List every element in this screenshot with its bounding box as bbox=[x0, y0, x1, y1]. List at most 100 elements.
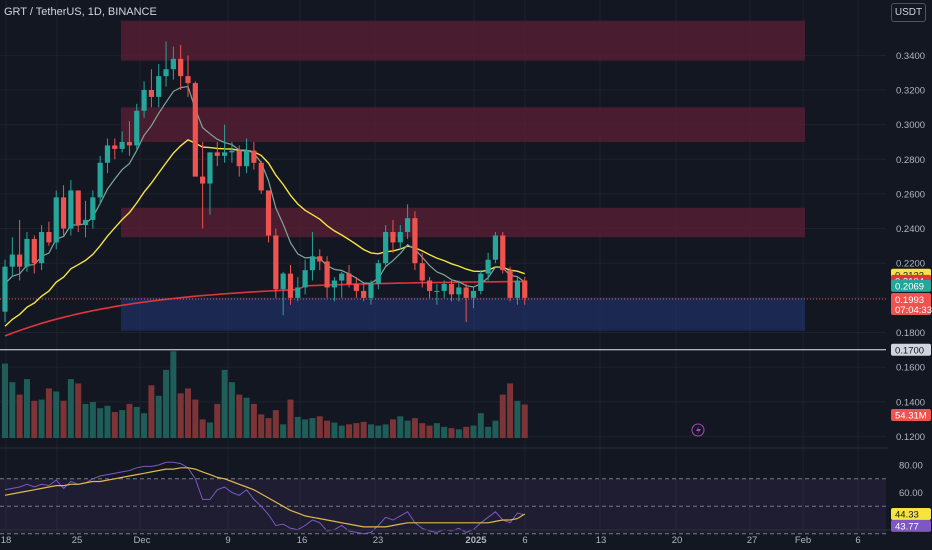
volume-bar bbox=[82, 403, 89, 438]
time-tick-label: 25 bbox=[72, 535, 83, 546]
volume-bar bbox=[126, 403, 133, 438]
candle-body bbox=[361, 290, 367, 298]
candle-body bbox=[126, 141, 133, 146]
volume-bar bbox=[141, 413, 148, 438]
volume-bar bbox=[411, 418, 418, 438]
candle-body bbox=[448, 283, 455, 295]
candle-body bbox=[419, 263, 425, 281]
time-tick-label: Dec bbox=[134, 535, 151, 546]
ema-slow-line bbox=[4, 280, 525, 337]
candle-body bbox=[251, 150, 257, 163]
volume-bar bbox=[177, 393, 184, 438]
candle-body bbox=[375, 263, 381, 284]
volume-bar bbox=[477, 413, 484, 438]
candle-body bbox=[295, 287, 301, 298]
candle-body bbox=[134, 110, 140, 146]
volume-bar bbox=[397, 416, 404, 438]
candle-body bbox=[24, 238, 30, 267]
candle-body bbox=[60, 197, 67, 229]
volume-bar bbox=[89, 402, 96, 438]
volume-bar bbox=[9, 382, 16, 438]
volume-bar bbox=[368, 424, 374, 438]
price-tick-label: 0.2800 bbox=[896, 155, 925, 166]
volume-bar bbox=[272, 410, 279, 438]
hline-badge-bg bbox=[891, 343, 931, 356]
time-tick-label: 6 bbox=[522, 535, 527, 546]
volume-bar bbox=[111, 411, 118, 438]
candle-body bbox=[229, 150, 235, 153]
volume-bar bbox=[309, 418, 316, 438]
candle-body bbox=[324, 261, 330, 288]
candle-body bbox=[470, 290, 477, 298]
volume-bar bbox=[206, 422, 213, 438]
volume-bar bbox=[104, 405, 111, 438]
price-tick-label: 0.1200 bbox=[896, 432, 925, 443]
candle-body bbox=[53, 197, 59, 243]
candle-body bbox=[317, 256, 323, 262]
rsi-badge-bg bbox=[891, 519, 931, 532]
ema-mid-line bbox=[4, 138, 525, 327]
candle-body bbox=[46, 232, 52, 243]
overlay-lines bbox=[0, 298, 932, 449]
candle-body bbox=[456, 287, 462, 295]
candle-body bbox=[214, 152, 220, 156]
candle-body bbox=[339, 273, 345, 281]
rsi-tick-label: 60.00 bbox=[899, 488, 923, 499]
volume-bar bbox=[463, 426, 470, 438]
lightning-icon-glyph bbox=[696, 426, 701, 435]
volume-bar bbox=[382, 424, 389, 438]
candle-body bbox=[9, 254, 15, 267]
candle-body bbox=[119, 141, 125, 149]
volume-bar bbox=[448, 428, 455, 438]
candle-body bbox=[331, 280, 337, 288]
price-tick-label: 0.2600 bbox=[896, 189, 925, 200]
rsi-ma-badge-bg bbox=[891, 508, 931, 521]
time-tick-label: 6 bbox=[855, 535, 860, 546]
hline-badge: 0.1700 bbox=[895, 345, 924, 356]
candle-body bbox=[265, 190, 272, 236]
rsi-tick-label: 80.00 bbox=[899, 461, 923, 472]
candles-layer bbox=[2, 41, 528, 323]
symbol-title[interactable]: GRT / TetherUS, 1D, BINANCE bbox=[4, 6, 157, 18]
candle-body bbox=[236, 150, 242, 167]
volume-bar bbox=[221, 369, 228, 438]
candle-body bbox=[163, 69, 169, 77]
volume-bar bbox=[60, 400, 67, 438]
zone-rect bbox=[121, 207, 805, 238]
zone-rect bbox=[121, 107, 805, 142]
candle-body bbox=[368, 283, 374, 298]
volume-bar bbox=[75, 383, 82, 438]
volume-bar bbox=[148, 385, 155, 438]
countdown-badge: 07:04:33 bbox=[895, 305, 932, 316]
time-tick-label: 27 bbox=[747, 535, 758, 546]
volume-bar bbox=[45, 388, 52, 438]
candle-body bbox=[90, 197, 96, 220]
volume-bar bbox=[316, 416, 323, 438]
zone-rect bbox=[121, 297, 805, 331]
volume-bar bbox=[199, 419, 206, 438]
volume-bar bbox=[499, 394, 506, 438]
last-price-badge: 0.1993 bbox=[895, 295, 924, 306]
candle-body bbox=[500, 235, 506, 271]
candle-body bbox=[309, 256, 316, 271]
volume-bar bbox=[192, 399, 199, 438]
currency-button[interactable]: USDT bbox=[891, 3, 926, 22]
volume-bar bbox=[133, 407, 140, 438]
candle-body bbox=[17, 254, 23, 267]
candle-body bbox=[75, 190, 81, 226]
price-tick-label: 0.3400 bbox=[896, 51, 925, 62]
candle-body bbox=[302, 270, 308, 288]
volume-bar bbox=[185, 388, 191, 438]
candle-body bbox=[112, 145, 118, 149]
volume-bar bbox=[360, 421, 367, 438]
volume-bar bbox=[228, 382, 235, 438]
time-axis[interactable]: 18 25 Dec 9 16 23 2025 6 13 20 27 Feb 6 bbox=[0, 529, 932, 546]
volume-bar bbox=[265, 418, 272, 438]
candle-body bbox=[97, 162, 103, 198]
candle-body bbox=[346, 273, 352, 284]
candle-body bbox=[68, 190, 74, 229]
volume-bar bbox=[31, 400, 38, 438]
candle-body bbox=[170, 58, 176, 70]
volume-bar bbox=[250, 403, 257, 438]
